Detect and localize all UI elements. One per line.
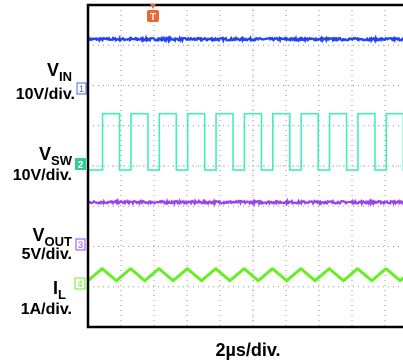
time-scale-label: 2µs/div.: [215, 340, 280, 360]
channel-2-marker: 2: [75, 158, 86, 171]
vsw-scale: 10V/div.: [13, 167, 72, 184]
traces: [86, 34, 403, 283]
svg-text:4: 4: [77, 279, 82, 289]
channel-3-marker: 3: [75, 238, 86, 251]
trace-v-in: [86, 34, 403, 45]
svg-text:3: 3: [78, 240, 83, 250]
vsw-label: VSW: [39, 144, 73, 168]
graticule: [88, 5, 403, 327]
trace-i-l: [87, 267, 403, 283]
vout-label: VOUT: [33, 225, 73, 249]
vout-scale: 5V/div.: [22, 246, 72, 263]
trigger-marker-label: T: [150, 12, 156, 23]
channel-1-marker: 1: [76, 82, 87, 95]
svg-text:2: 2: [78, 160, 84, 171]
trigger-marker: T: [147, 4, 159, 23]
il-label: IL: [53, 278, 66, 302]
trace-v-sw: [88, 112, 403, 171]
vin-label: VIN: [47, 60, 72, 84]
plot-frame: [86, 3, 403, 329]
vin-scale: 10V/div.: [16, 86, 75, 103]
svg-text:1: 1: [79, 84, 84, 94]
channel-labels: VIN 10V/div. 1 VSW 10V/div. 2 VOUT 5V/di…: [13, 60, 87, 318]
il-scale: 1A/div.: [21, 301, 72, 318]
channel-4-marker: 4: [74, 277, 86, 290]
trace-v-out: [87, 197, 403, 208]
